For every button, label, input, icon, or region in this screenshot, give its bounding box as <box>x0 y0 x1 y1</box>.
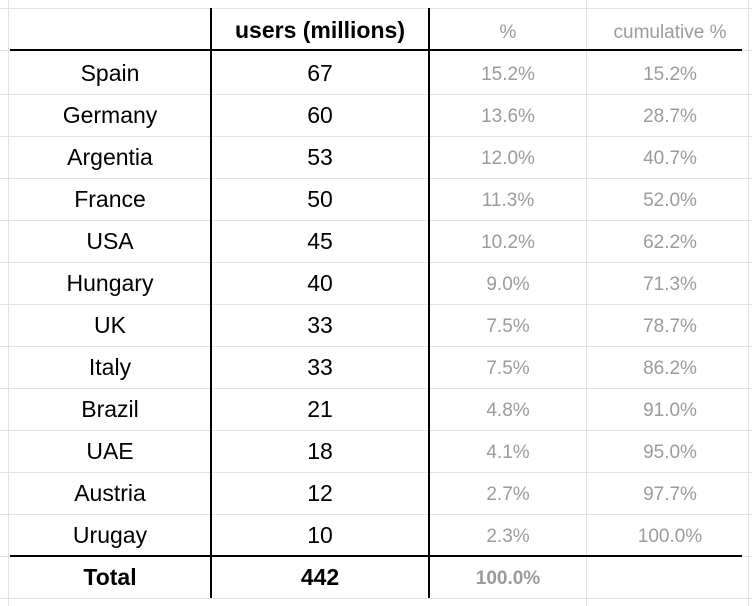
gridline-horizontal <box>0 8 752 9</box>
cell-users[interactable]: 40 <box>307 269 333 296</box>
cell-country[interactable]: Spain <box>80 59 140 86</box>
cell-country[interactable]: USA <box>86 227 134 254</box>
cell-users[interactable]: 33 <box>307 353 333 380</box>
total-pct[interactable]: 100.0% <box>475 568 541 589</box>
country-column-border <box>210 8 212 598</box>
cell-cumulative[interactable]: 28.7% <box>643 106 697 127</box>
cell-pct[interactable]: 2.7% <box>486 484 530 505</box>
cell-pct[interactable]: 4.8% <box>486 400 530 421</box>
cell-cumulative[interactable]: 52.0% <box>643 190 697 211</box>
cell-pct[interactable]: 9.0% <box>486 274 530 295</box>
cell-pct[interactable]: 2.3% <box>486 526 530 547</box>
cell-country[interactable]: France <box>74 185 146 212</box>
cell-pct[interactable]: 15.2% <box>481 64 535 85</box>
cell-cumulative[interactable]: 86.2% <box>643 358 697 379</box>
cell-users[interactable]: 12 <box>307 479 333 506</box>
cell-country[interactable]: Hungary <box>66 269 154 296</box>
cell-users[interactable]: 45 <box>307 227 333 254</box>
gridline-horizontal <box>0 178 752 179</box>
cell-users[interactable]: 18 <box>307 437 333 464</box>
cell-cumulative[interactable]: 15.2% <box>643 64 697 85</box>
cell-users[interactable]: 60 <box>307 101 333 128</box>
cell-pct[interactable]: 4.1% <box>486 442 530 463</box>
total-top-border <box>10 555 742 557</box>
gridline-horizontal <box>0 346 752 347</box>
total-label[interactable]: Total <box>83 563 137 590</box>
cell-users[interactable]: 50 <box>307 185 333 212</box>
cell-pct[interactable]: 12.0% <box>481 148 535 169</box>
cell-pct[interactable]: 11.3% <box>481 190 535 211</box>
total-users[interactable]: 442 <box>300 563 340 590</box>
cell-pct[interactable]: 7.5% <box>486 316 530 337</box>
gridline-horizontal <box>0 262 752 263</box>
cell-country[interactable]: UAE <box>86 437 134 464</box>
cell-country[interactable]: Germany <box>62 101 158 128</box>
cell-users[interactable]: 67 <box>307 59 333 86</box>
cell-country[interactable]: Austria <box>74 479 146 506</box>
cell-country[interactable]: UK <box>94 311 126 338</box>
cell-country[interactable]: Argentia <box>67 143 153 170</box>
gridline-horizontal <box>0 94 752 95</box>
cell-country[interactable]: Urugay <box>72 521 148 548</box>
cell-cumulative[interactable]: 62.2% <box>643 232 697 253</box>
cell-users[interactable]: 10 <box>307 521 333 548</box>
cell-cumulative[interactable]: 100.0% <box>637 526 703 547</box>
gridline-horizontal <box>0 136 752 137</box>
cell-cumulative[interactable]: 97.7% <box>643 484 697 505</box>
cell-cumulative[interactable]: 40.7% <box>643 148 697 169</box>
header-users[interactable]: users (millions) <box>235 16 405 43</box>
cell-users[interactable]: 53 <box>307 143 333 170</box>
users-column-border <box>428 8 430 598</box>
cell-cumulative[interactable]: 95.0% <box>643 442 697 463</box>
gridline-horizontal <box>0 220 752 221</box>
header-pct[interactable]: % <box>499 22 517 43</box>
cell-pct[interactable]: 10.2% <box>481 232 535 253</box>
cell-pct[interactable]: 13.6% <box>481 106 535 127</box>
cell-country[interactable]: Italy <box>88 353 132 380</box>
gridline-vertical <box>586 0 587 606</box>
cell-users[interactable]: 33 <box>307 311 333 338</box>
gridline-horizontal <box>0 304 752 305</box>
gridline-vertical <box>748 0 749 606</box>
header-country[interactable] <box>10 10 210 50</box>
gridline-horizontal <box>0 514 752 515</box>
cell-cumulative[interactable]: 78.7% <box>643 316 697 337</box>
gridline-horizontal <box>0 472 752 473</box>
gridline-vertical <box>8 0 9 606</box>
header-cumulative[interactable]: cumulative % <box>613 22 727 43</box>
cell-users[interactable]: 21 <box>307 395 333 422</box>
header-bottom-border <box>10 49 742 51</box>
cell-country[interactable]: Brazil <box>81 395 139 422</box>
gridline-horizontal <box>0 598 752 599</box>
cell-pct[interactable]: 7.5% <box>486 358 530 379</box>
gridline-horizontal <box>0 388 752 389</box>
gridline-horizontal <box>0 430 752 431</box>
cell-cumulative[interactable]: 91.0% <box>643 400 697 421</box>
cell-cumulative[interactable]: 71.3% <box>643 274 697 295</box>
